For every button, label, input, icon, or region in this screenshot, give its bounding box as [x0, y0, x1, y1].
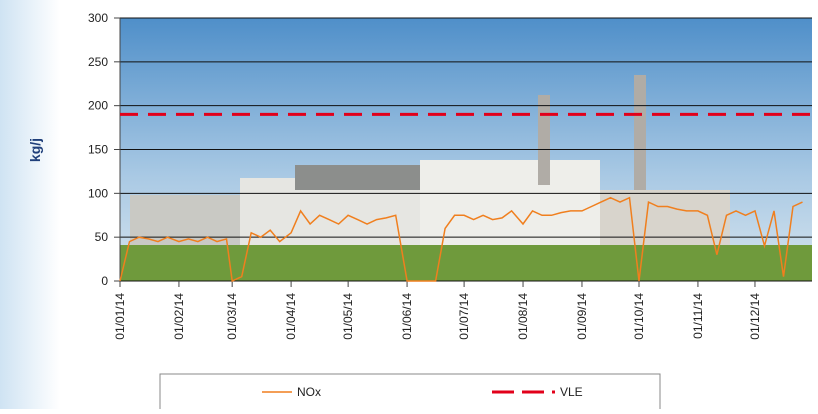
legend-label: VLE: [560, 385, 583, 399]
x-tick-label: 01/10/14: [632, 293, 646, 340]
x-tick-label: 01/12/14: [748, 293, 762, 340]
y-tick-label: 0: [101, 274, 108, 288]
x-tick-label: 01/04/14: [284, 293, 298, 340]
side-band: [0, 0, 60, 409]
y-tick-label: 200: [88, 99, 108, 113]
x-tick-label: 01/06/14: [400, 293, 414, 340]
y-tick-label: 300: [88, 11, 108, 25]
legend-box: [160, 374, 660, 409]
legend: NOx VLE: [160, 374, 660, 409]
x-tick-label: 01/03/14: [225, 293, 239, 340]
y-tick-label: 250: [88, 55, 108, 69]
chart: kg/j NOx VLE 0 50 100 150 200 250 300 01/01/14 01…: [0, 0, 818, 409]
x-tick-label: 01/09/14: [575, 293, 589, 340]
legend-label: NOx: [297, 385, 321, 399]
y-tick-label: 150: [88, 143, 108, 157]
x-tick-label: 01/02/14: [172, 293, 186, 340]
y-axis-label: kg/j: [27, 138, 43, 162]
x-tick-label: 01/05/14: [341, 293, 355, 340]
x-tick-label: 01/01/14: [113, 293, 127, 340]
x-tick-label: 01/07/14: [457, 293, 471, 340]
page: {"chart_data": {"type": "line", "y_label…: [0, 0, 818, 409]
x-tick-label: 01/11/14: [691, 293, 705, 339]
y-tick-label: 50: [95, 230, 109, 244]
x-tick-label: 01/08/14: [516, 293, 530, 340]
y-tick-label: 100: [88, 186, 108, 200]
